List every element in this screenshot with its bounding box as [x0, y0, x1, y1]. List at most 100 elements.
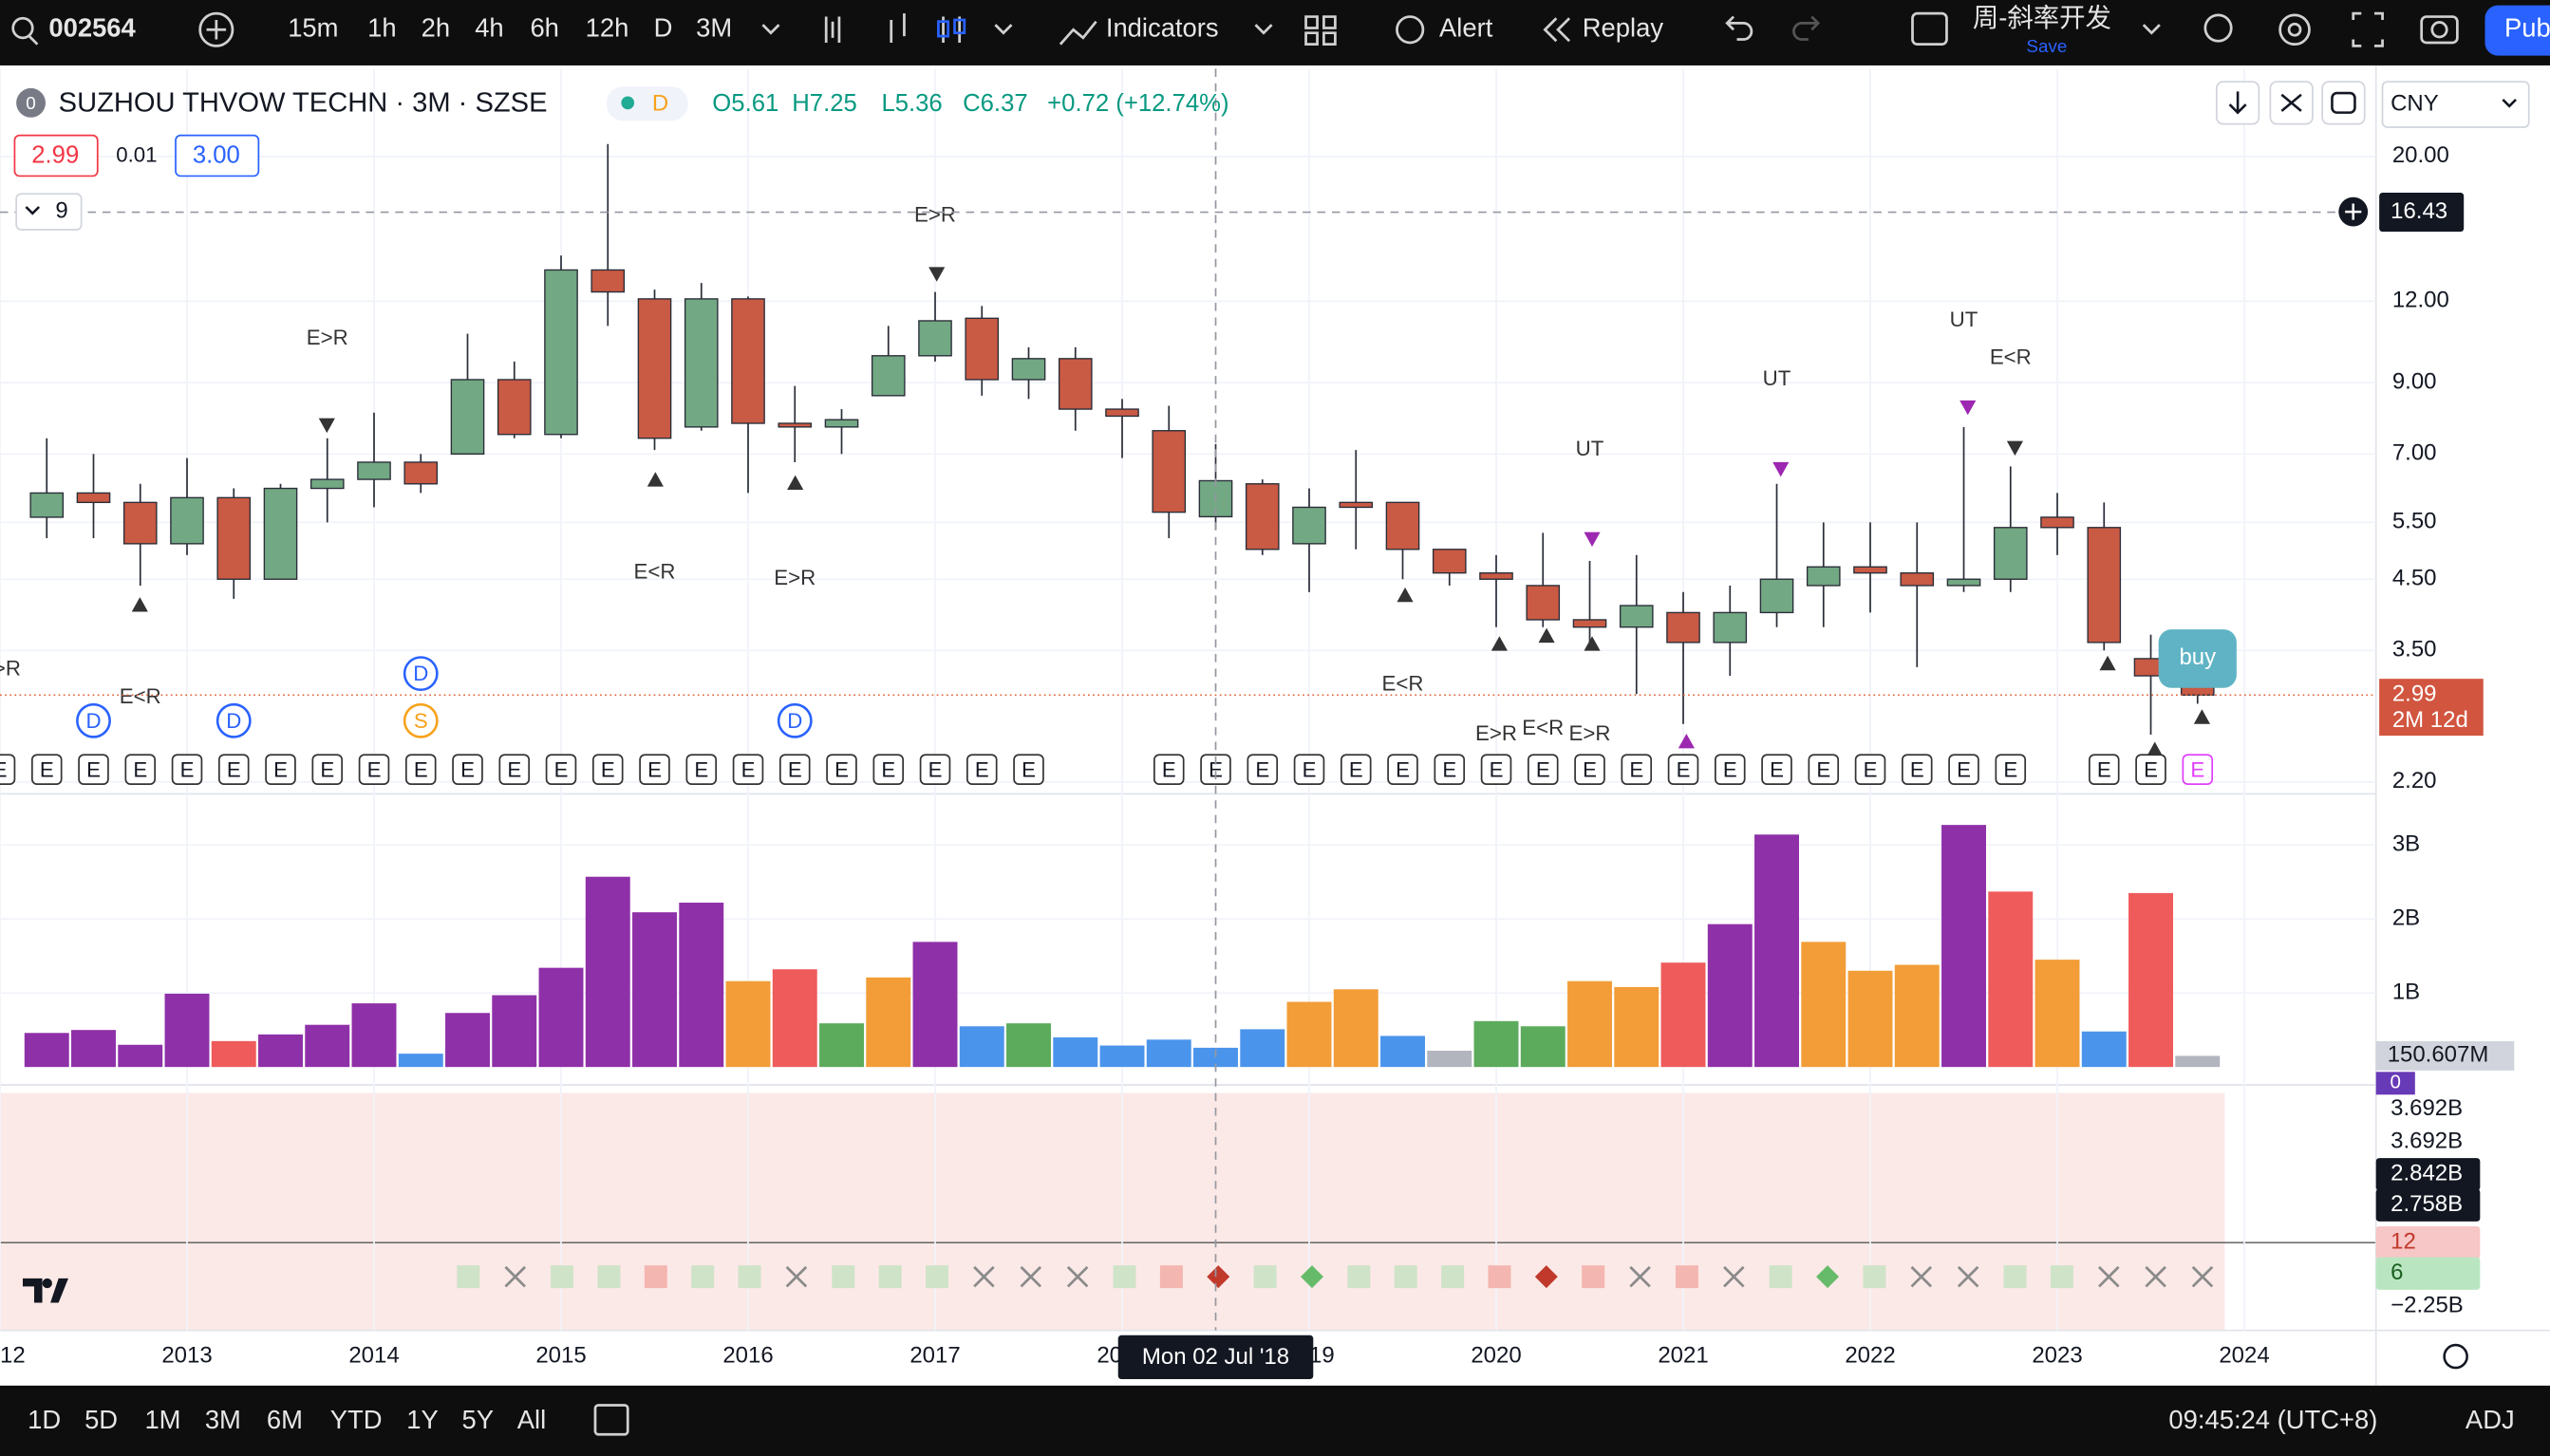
- range-button[interactable]: 3M: [205, 1405, 241, 1434]
- earnings-marker[interactable]: [217, 754, 250, 785]
- collapse-button[interactable]: [15, 193, 83, 231]
- earnings-marker[interactable]: [404, 754, 437, 785]
- interval-button[interactable]: 15m: [288, 12, 338, 42]
- alert-button[interactable]: Alert: [1439, 12, 1493, 42]
- earnings-marker[interactable]: [732, 754, 764, 785]
- earnings-marker[interactable]: [1714, 754, 1746, 785]
- earnings-marker[interactable]: [1340, 754, 1372, 785]
- layout-box[interactable]: [1911, 11, 1948, 47]
- fullscreen[interactable]: [2352, 11, 2384, 47]
- layouts-icon[interactable]: [1304, 15, 1337, 47]
- interval-button[interactable]: 12h: [586, 12, 629, 42]
- bid-box[interactable]: [13, 134, 99, 177]
- earnings-marker[interactable]: [1480, 754, 1512, 785]
- earnings-marker[interactable]: [1293, 754, 1325, 785]
- ask-box[interactable]: [175, 134, 260, 177]
- earnings-marker[interactable]: [1200, 754, 1231, 785]
- range-button[interactable]: 1Y: [406, 1405, 439, 1434]
- split-marker[interactable]: [403, 702, 439, 738]
- earnings-marker[interactable]: [1621, 754, 1653, 785]
- range-button[interactable]: YTD: [330, 1405, 383, 1434]
- earnings-marker[interactable]: [78, 754, 109, 785]
- interval-button[interactable]: 1h: [367, 12, 396, 42]
- bid[interactable]: 2.99: [31, 142, 79, 169]
- earnings-marker[interactable]: [124, 754, 157, 785]
- indicators-icon[interactable]: [1059, 20, 1097, 46]
- interval-menu[interactable]: [761, 24, 780, 35]
- earnings-marker[interactable]: [311, 754, 344, 785]
- currency[interactable]: CNY: [2391, 90, 2439, 116]
- earnings-marker[interactable]: [1153, 754, 1185, 785]
- range-button[interactable]: 1D: [28, 1405, 61, 1434]
- earnings-marker[interactable]: [1761, 754, 1792, 785]
- interval-button[interactable]: 6h: [530, 12, 558, 42]
- replay-button[interactable]: Replay: [1583, 12, 1664, 42]
- undo[interactable]: [1725, 15, 1753, 41]
- currency-select[interactable]: [2381, 81, 2530, 128]
- earnings-marker[interactable]: [1854, 754, 1886, 785]
- dividend-marker[interactable]: [76, 702, 111, 738]
- save-button[interactable]: Save: [2026, 36, 2067, 56]
- legend-title[interactable]: SUZHOU THVOW TECHN · 3M · SZSE: [59, 88, 548, 119]
- earnings-marker[interactable]: [1527, 754, 1559, 785]
- earnings-marker[interactable]: [1247, 754, 1279, 785]
- add-symbol[interactable]: [198, 11, 234, 47]
- earnings-marker[interactable]: [2088, 754, 2120, 785]
- earnings-marker[interactable]: [1013, 754, 1044, 785]
- alert-icon[interactable]: [1396, 15, 1425, 45]
- earnings-marker[interactable]: [639, 754, 670, 785]
- earnings-marker[interactable]: [2135, 754, 2166, 785]
- chart-type[interactable]: [824, 13, 962, 43]
- publish-button[interactable]: [2484, 5, 2550, 56]
- earnings-marker[interactable]: [1901, 754, 1933, 785]
- adjust-button[interactable]: ADJ: [2466, 1405, 2515, 1434]
- settings[interactable]: [2278, 13, 2311, 47]
- search-icon[interactable]: [11, 16, 34, 40]
- earnings-marker[interactable]: [591, 754, 624, 785]
- dividend-marker[interactable]: [777, 702, 813, 738]
- symbol[interactable]: 002564: [48, 12, 136, 42]
- ask[interactable]: 3.00: [193, 142, 240, 169]
- range-button[interactable]: 1M: [144, 1405, 180, 1434]
- range-button[interactable]: 5Y: [461, 1405, 494, 1434]
- indicators-button[interactable]: Indicators: [1106, 12, 1219, 42]
- publish-label[interactable]: Pub: [2504, 12, 2550, 42]
- interval-button[interactable]: 2h: [422, 12, 450, 42]
- quick-search[interactable]: [2203, 13, 2233, 43]
- collapsed-count[interactable]: 9: [55, 197, 67, 223]
- earnings-marker[interactable]: [685, 754, 718, 785]
- dividend-marker[interactable]: [403, 656, 439, 692]
- goto-date[interactable]: [593, 1404, 629, 1436]
- range-button[interactable]: All: [517, 1405, 546, 1434]
- earnings-marker[interactable]: [1434, 754, 1466, 785]
- earnings-marker[interactable]: [872, 754, 905, 785]
- range-button[interactable]: 5D: [84, 1405, 118, 1434]
- earnings-marker[interactable]: [30, 754, 63, 785]
- earnings-marker[interactable]: [1667, 754, 1699, 785]
- earnings-marker[interactable]: [1574, 754, 1605, 785]
- earnings-marker[interactable]: [452, 754, 483, 785]
- earnings-marker[interactable]: [358, 754, 390, 785]
- earnings-marker[interactable]: [265, 754, 296, 785]
- interval-button[interactable]: D: [654, 12, 673, 42]
- buy-bubble[interactable]: [2158, 629, 2237, 688]
- earnings-marker[interactable]: [171, 754, 203, 785]
- earnings-marker[interactable]: [0, 754, 16, 785]
- interval-button[interactable]: 4h: [475, 12, 503, 42]
- earnings-marker[interactable]: [2182, 754, 2214, 785]
- earnings-marker[interactable]: [778, 754, 811, 785]
- replay-icon[interactable]: [1543, 17, 1571, 43]
- interval-button[interactable]: 3M: [696, 12, 732, 42]
- earnings-marker[interactable]: [919, 754, 951, 785]
- snapshot[interactable]: [2420, 15, 2459, 45]
- earnings-marker[interactable]: [1995, 754, 2027, 785]
- earnings-marker[interactable]: [545, 754, 577, 785]
- reset-button[interactable]: [2321, 81, 2366, 125]
- earnings-marker[interactable]: [1948, 754, 1979, 785]
- dividend-marker[interactable]: [216, 702, 252, 738]
- earnings-marker[interactable]: [1808, 754, 1840, 785]
- earnings-marker[interactable]: [826, 754, 857, 785]
- earnings-marker[interactable]: [966, 754, 998, 785]
- range-button[interactable]: 6M: [267, 1405, 303, 1434]
- axis-settings[interactable]: [2443, 1343, 2468, 1370]
